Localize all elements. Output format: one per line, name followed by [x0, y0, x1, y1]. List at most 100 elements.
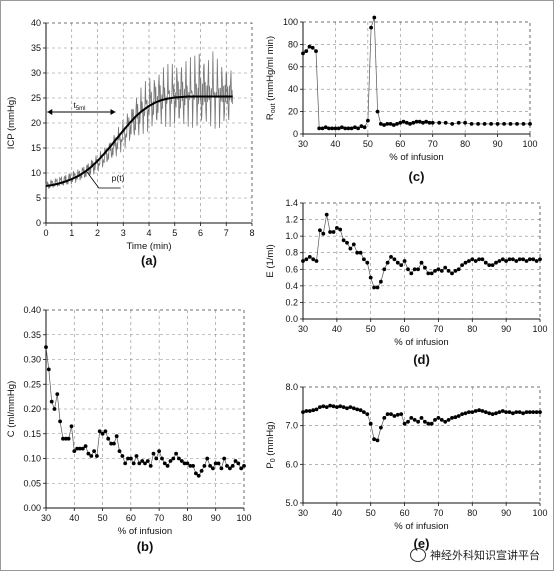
- data-point: [355, 407, 360, 412]
- data-point: [328, 230, 332, 234]
- x-tick-label: 40: [330, 139, 340, 149]
- data-point: [304, 257, 309, 262]
- data-point: [463, 260, 468, 265]
- panel-label: (d): [413, 352, 430, 367]
- data-point: [379, 425, 383, 430]
- data-point: [307, 44, 312, 49]
- data-point: [399, 263, 404, 267]
- data-point: [317, 126, 322, 131]
- data-point: [443, 265, 448, 270]
- data-point: [353, 125, 357, 130]
- y-tick-label: 60: [288, 62, 298, 72]
- data-point: [330, 126, 335, 131]
- data-point: [216, 461, 221, 466]
- data-point: [477, 257, 481, 262]
- y-axis-label: P0 (mmHg): [265, 421, 277, 468]
- data-point: [148, 464, 153, 468]
- x-tick-label: 3: [121, 228, 126, 238]
- y-tick-label: 6.0: [285, 459, 298, 469]
- data-point: [349, 126, 354, 131]
- y-tick-label: 80: [288, 39, 298, 49]
- x-tick-label: 2: [95, 228, 100, 238]
- data-point: [467, 259, 471, 263]
- watermark: 神经外科知识宣讲平台: [410, 547, 540, 563]
- x-tick-label: 60: [126, 513, 136, 523]
- data-point: [379, 279, 383, 284]
- data-point: [392, 414, 397, 418]
- data-point: [311, 408, 316, 413]
- data-point: [145, 459, 150, 463]
- data-point: [340, 125, 344, 130]
- data-point: [185, 461, 190, 466]
- data-point: [336, 126, 341, 131]
- data-point: [385, 412, 390, 416]
- data-point: [327, 126, 331, 131]
- data-point: [333, 126, 338, 131]
- data-point: [419, 416, 424, 420]
- data-point: [331, 404, 336, 409]
- data-point: [406, 419, 410, 424]
- data-point: [423, 419, 427, 424]
- y-tick-label: 0.35: [23, 330, 41, 340]
- data-point: [324, 405, 329, 409]
- data-point: [222, 456, 227, 461]
- data-point: [511, 411, 515, 416]
- data-point: [219, 466, 224, 471]
- data-point: [470, 257, 475, 262]
- data-point: [310, 45, 315, 50]
- y-tick-label: 0.05: [23, 478, 41, 488]
- data-point: [86, 451, 91, 456]
- y-axis-label: ICP (mmHg): [6, 97, 17, 150]
- data-point: [502, 122, 506, 126]
- data-point: [348, 405, 353, 409]
- x-tick-label: 50: [366, 508, 376, 518]
- data-point: [368, 275, 373, 280]
- arrow-head-right: [110, 109, 116, 115]
- x-tick-label: 80: [467, 508, 477, 518]
- data-point: [497, 259, 502, 263]
- data-point: [143, 461, 147, 466]
- data-point: [483, 410, 488, 414]
- data-point: [338, 404, 343, 409]
- data-point: [83, 444, 88, 448]
- data-point: [160, 456, 164, 461]
- y-tick-label: 20: [288, 107, 298, 117]
- data-point: [366, 118, 370, 123]
- data-point: [348, 246, 353, 251]
- data-point: [426, 271, 431, 276]
- data-point: [521, 411, 525, 416]
- data-point: [411, 120, 416, 125]
- data-point: [359, 124, 364, 129]
- data-point: [335, 226, 339, 230]
- data-point: [114, 434, 119, 439]
- data-point: [382, 416, 387, 420]
- y-tick-label: 0.25: [23, 379, 41, 389]
- data-point: [137, 461, 142, 466]
- data-point: [527, 257, 532, 262]
- data-point: [395, 122, 399, 126]
- data-point: [236, 461, 241, 466]
- data-point: [534, 259, 539, 263]
- data-point: [504, 259, 508, 263]
- x-tick-label: 30: [298, 508, 308, 518]
- data-point: [456, 120, 461, 125]
- data-point: [375, 438, 380, 443]
- x-tick-label: 40: [332, 324, 342, 334]
- data-point: [324, 212, 329, 217]
- data-point: [401, 119, 406, 124]
- x-tick-label: 50: [98, 513, 108, 523]
- data-point: [473, 259, 478, 263]
- x-tick-label: 90: [211, 513, 221, 523]
- y-tick-label: 20: [31, 118, 41, 128]
- data-point: [470, 410, 475, 414]
- data-point: [446, 269, 451, 273]
- data-point: [323, 125, 328, 130]
- data-point: [521, 122, 526, 126]
- data-point: [165, 464, 170, 468]
- data-point: [521, 257, 525, 262]
- x-tick-label: 4: [146, 228, 151, 238]
- data-point: [487, 263, 492, 267]
- data-point: [388, 122, 393, 126]
- chart-panel-e: 30 40 50 60 70 80 90 100 5.0 6.0 7.0 8.0 % of infusi…: [265, 382, 548, 551]
- data-point: [497, 410, 502, 414]
